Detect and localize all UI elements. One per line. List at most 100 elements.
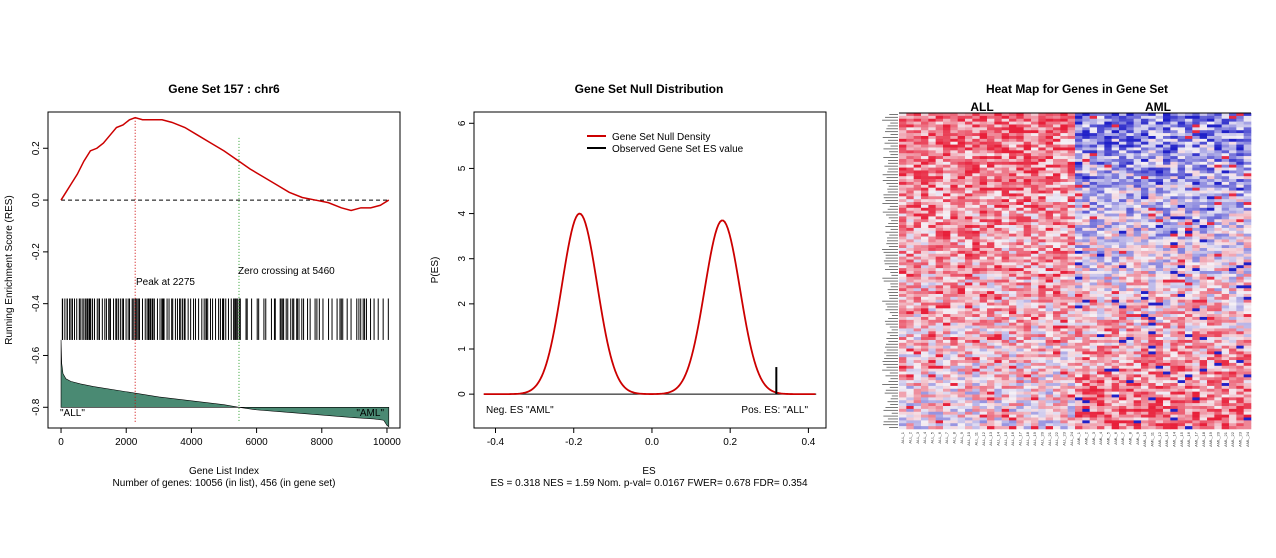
heatmap-cell xyxy=(1068,239,1076,242)
heatmap-cell xyxy=(1068,274,1076,277)
heatmap-cell xyxy=(1229,274,1237,277)
heatmap-cell xyxy=(1038,122,1046,125)
heatmap-cell xyxy=(1185,323,1193,326)
enrichment-y-ticks: 0.20.0-0.2-0.4-0.6-0.8 xyxy=(31,141,48,416)
heatmap-cell xyxy=(1053,351,1061,354)
heatmap-cell xyxy=(1002,124,1010,127)
heatmap-cell xyxy=(980,173,988,176)
heatmap-cell xyxy=(914,170,922,173)
heatmap-cell xyxy=(1097,262,1105,265)
heatmap-cell xyxy=(958,228,966,231)
heatmap-cell xyxy=(914,369,922,372)
heatmap-cell xyxy=(987,277,995,280)
heatmap-cell xyxy=(1082,320,1090,323)
heatmap-cell xyxy=(1192,162,1200,165)
heatmap-cell xyxy=(921,234,929,237)
heatmap-cell xyxy=(1200,317,1208,320)
heatmap-cell xyxy=(1024,280,1032,283)
heatmap-cell xyxy=(1236,357,1244,360)
heatmap-cell xyxy=(1200,340,1208,343)
heatmap-cell xyxy=(1009,326,1017,329)
heatmap-cell xyxy=(958,205,966,208)
heatmap-cell xyxy=(914,395,922,398)
heatmap-cell xyxy=(1222,288,1230,291)
heatmap-cell xyxy=(987,369,995,372)
heatmap-cell xyxy=(972,374,980,377)
heatmap-cell xyxy=(936,262,944,265)
heatmap-cell xyxy=(1097,216,1105,219)
y-tick-label: 1 xyxy=(457,346,468,352)
heatmap-cell xyxy=(1207,248,1215,251)
heatmap-cell xyxy=(921,145,929,148)
heatmap-cell xyxy=(994,395,1002,398)
heatmap-cell xyxy=(1038,294,1046,297)
heatmap-cell xyxy=(936,314,944,317)
heatmap-cell xyxy=(1192,179,1200,182)
heatmap-cell xyxy=(950,168,958,171)
heatmap-cell xyxy=(906,142,914,145)
heatmap-cell xyxy=(1134,360,1142,363)
heatmap-cell xyxy=(994,311,1002,314)
all-annotation: "ALL" xyxy=(60,408,85,419)
heatmap-cell xyxy=(1229,173,1237,176)
heatmap-cell xyxy=(965,262,973,265)
heatmap-cell xyxy=(1156,248,1164,251)
heatmap-cell xyxy=(1046,182,1054,185)
heatmap-cell xyxy=(1134,205,1142,208)
heatmap-cell xyxy=(1082,251,1090,254)
heatmap-cell xyxy=(1060,130,1068,133)
heatmap-cell xyxy=(1185,242,1193,245)
heatmap-cell xyxy=(1097,170,1105,173)
heatmap-cell xyxy=(1156,245,1164,248)
heatmap-cell xyxy=(958,340,966,343)
zero-crossing-annotation: Zero crossing at 5460 xyxy=(238,266,335,277)
heatmap-cell xyxy=(1009,317,1017,320)
heatmap-cell xyxy=(1068,303,1076,306)
heatmap-cell xyxy=(1207,150,1215,153)
heatmap-cell xyxy=(1156,185,1164,188)
heatmap-cell xyxy=(994,349,1002,352)
heatmap-cell xyxy=(1178,285,1186,288)
heatmap-cell xyxy=(1009,294,1017,297)
heatmap-cell xyxy=(1236,320,1244,323)
heatmap-cell xyxy=(1082,308,1090,311)
heatmap-cell xyxy=(1104,288,1112,291)
heatmap-cell xyxy=(1185,251,1193,254)
heatmap-cell xyxy=(1082,349,1090,352)
heatmap-cell xyxy=(943,170,951,173)
heatmap-cell xyxy=(1112,340,1120,343)
heatmap-cell xyxy=(1148,193,1156,196)
heatmap-cell xyxy=(928,173,936,176)
heatmap-cell xyxy=(965,242,973,245)
heatmap-cell xyxy=(1244,245,1252,248)
heatmap-cell xyxy=(943,122,951,125)
heatmap-cell xyxy=(1038,153,1046,156)
heatmap-cell xyxy=(1214,182,1222,185)
heatmap-cell xyxy=(1002,349,1010,352)
heatmap-cell xyxy=(1207,305,1215,308)
heatmap-cell xyxy=(943,377,951,380)
heatmap-cell xyxy=(1002,343,1010,346)
heatmap-cell xyxy=(1148,377,1156,380)
heatmap-cell xyxy=(1038,196,1046,199)
heatmap-cell xyxy=(1104,159,1112,162)
heatmap-cell xyxy=(1112,211,1120,214)
heatmap-cell xyxy=(936,139,944,142)
heatmap-cell xyxy=(1163,395,1171,398)
heatmap-cell xyxy=(1090,208,1098,211)
heatmap-cell xyxy=(1090,257,1098,260)
heatmap-cell xyxy=(1104,265,1112,268)
heatmap-cell xyxy=(1178,170,1186,173)
heatmap-cell xyxy=(1068,280,1076,283)
heatmap-cell xyxy=(1016,395,1024,398)
heatmap-cell xyxy=(1016,294,1024,297)
heatmap-cell xyxy=(958,331,966,334)
heatmap-cell xyxy=(899,176,907,179)
heatmap-cell xyxy=(1024,360,1032,363)
heatmap-cell xyxy=(943,188,951,191)
heatmap-cell xyxy=(1141,159,1149,162)
heatmap-cell xyxy=(1200,211,1208,214)
heatmap-cell xyxy=(1185,136,1193,139)
heatmap-cell xyxy=(1126,248,1134,251)
heatmap-cell xyxy=(1060,366,1068,369)
